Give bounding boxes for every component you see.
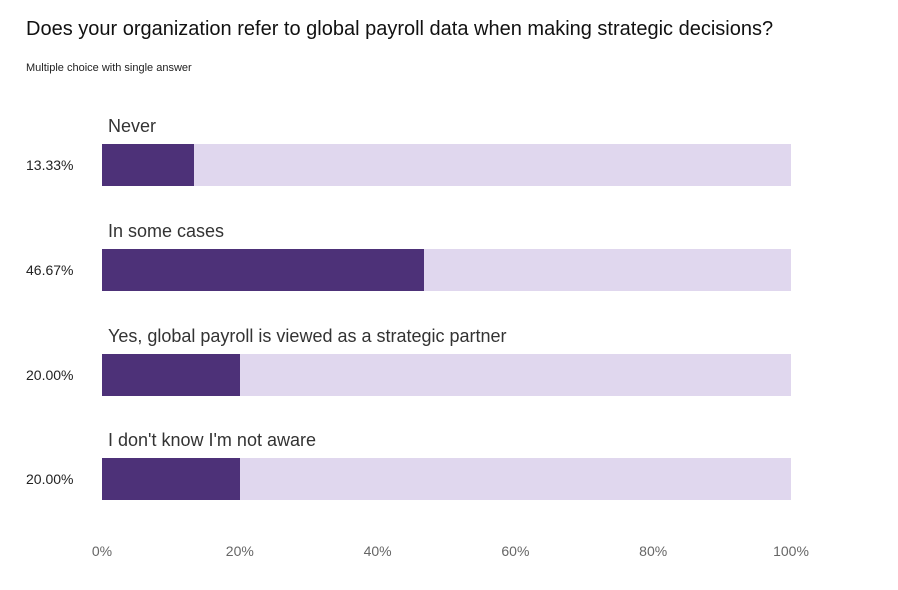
chart-subtitle: Multiple choice with single answer bbox=[26, 62, 192, 74]
x-tick-label: 60% bbox=[501, 543, 530, 559]
bar bbox=[102, 458, 240, 500]
value-label: 20.00% bbox=[26, 471, 74, 487]
bar bbox=[102, 144, 194, 186]
x-tick-label: 0% bbox=[91, 543, 113, 559]
value-label: 20.00% bbox=[26, 367, 74, 383]
x-tick-label: 100% bbox=[773, 543, 809, 559]
bar bbox=[102, 249, 424, 291]
x-tick-label: 80% bbox=[639, 543, 668, 559]
x-tick-label: 40% bbox=[363, 543, 392, 559]
bar-track bbox=[102, 458, 791, 500]
value-label: 13.33% bbox=[26, 157, 74, 173]
value-label: 46.67% bbox=[26, 262, 74, 278]
category-label: I don't know I'm not aware bbox=[108, 430, 316, 450]
bar-track bbox=[102, 144, 791, 186]
bar-track bbox=[102, 354, 791, 396]
bar-track bbox=[102, 249, 791, 291]
category-label: Never bbox=[108, 116, 157, 136]
category-label: In some cases bbox=[108, 221, 225, 241]
bar bbox=[102, 354, 240, 396]
x-tick-label: 20% bbox=[225, 543, 254, 559]
chart-title: Does your organization refer to global p… bbox=[26, 18, 774, 40]
category-label: Yes, global payroll is viewed as a strat… bbox=[108, 326, 507, 346]
